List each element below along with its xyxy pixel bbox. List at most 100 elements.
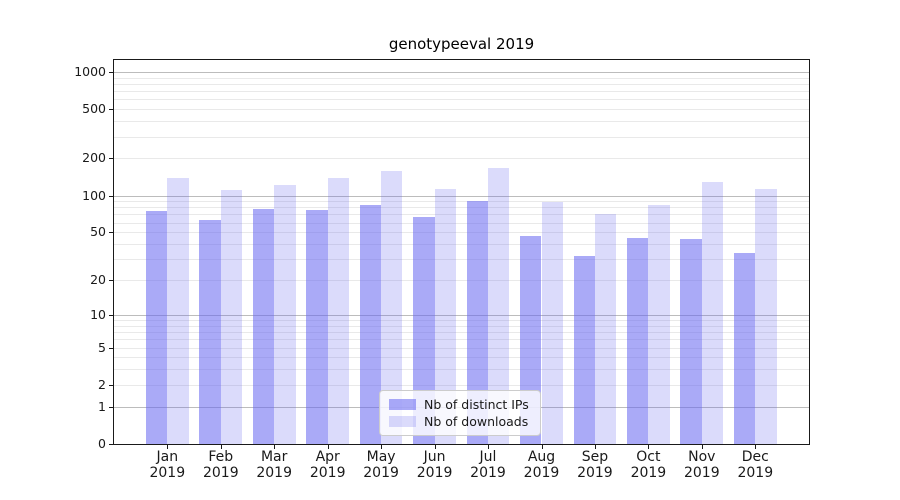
x-tick-month: May <box>366 449 396 465</box>
y-tick-label: 1 <box>98 398 106 414</box>
bar-jun-downloads <box>434 188 456 444</box>
gridline-minor <box>114 332 809 333</box>
x-tick-label: Feb 2019 <box>193 449 249 481</box>
y-tick-mark <box>109 347 113 349</box>
gridline-minor <box>114 347 809 349</box>
x-tick-month: Dec <box>741 449 769 465</box>
x-tick-label: May 2019 <box>353 449 409 481</box>
plot-frame <box>113 59 810 445</box>
y-tick-mark <box>109 232 113 234</box>
gridline-minor <box>114 121 809 123</box>
bar-nov-distinct-ips <box>680 239 702 444</box>
x-tick-label: Sep 2019 <box>567 449 623 481</box>
x-tick-mark <box>488 445 489 449</box>
x-tick-mark <box>381 445 383 449</box>
gridline-minor <box>114 91 809 93</box>
legend-label: Nb of downloads <box>424 414 529 429</box>
x-tick-mark <box>220 445 222 449</box>
x-tick-year: 2019 <box>630 464 667 481</box>
x-tick-month: Feb <box>208 449 234 465</box>
bar-dec-downloads <box>755 188 777 444</box>
gridline-minor <box>114 136 809 138</box>
gridline-minor <box>114 369 809 371</box>
y-tick-label: 1000 <box>74 63 106 79</box>
x-tick-label: Oct 2019 <box>620 449 676 481</box>
x-tick-month: Apr <box>315 449 340 465</box>
x-tick-mark <box>594 445 596 449</box>
x-tick-year: 2019 <box>737 464 774 481</box>
gridline-minor <box>114 320 809 321</box>
x-tick-mark <box>434 445 436 449</box>
x-tick-label: Jan 2019 <box>139 449 195 481</box>
x-tick-mark <box>327 445 329 449</box>
x-tick-year: 2019 <box>363 464 399 481</box>
bar-nov-downloads <box>701 181 724 444</box>
x-tick-year: 2019 <box>683 464 720 481</box>
x-tick-mark <box>167 445 169 449</box>
bar-oct-distinct-ips <box>627 237 649 444</box>
y-tick-label: 20 <box>90 272 106 287</box>
bar-mar-downloads <box>274 184 296 444</box>
gridline-minor <box>114 244 809 245</box>
x-tick-year: 2019 <box>416 464 453 481</box>
legend-item: Nb of downloads <box>389 413 531 430</box>
gridline-major <box>114 314 809 316</box>
x-tick-year: 2019 <box>202 464 239 481</box>
y-tick-label: 0 <box>98 436 106 451</box>
x-tick-mark <box>648 445 650 449</box>
bar-apr-distinct-ips <box>306 210 328 444</box>
plot-area <box>114 60 809 444</box>
x-tick-month: Aug <box>527 449 556 465</box>
y-tick-mark <box>109 444 113 445</box>
gridline-minor <box>114 214 809 216</box>
x-tick-mark <box>274 445 276 449</box>
bar-aug-downloads <box>541 202 563 444</box>
bar-jul-distinct-ips <box>466 201 488 444</box>
gridline-minor <box>114 325 809 327</box>
bar-feb-downloads <box>220 189 243 444</box>
x-tick-year: 2019 <box>523 464 560 481</box>
bar-jun-distinct-ips <box>413 216 435 444</box>
legend-item: Nb of distinct IPs <box>389 396 531 413</box>
x-tick-year: 2019 <box>309 464 346 481</box>
x-tick-mark <box>701 445 703 449</box>
x-tick-month: Jul <box>479 449 497 465</box>
x-tick-year: 2019 <box>470 464 506 481</box>
bar-apr-downloads <box>327 177 350 444</box>
x-tick-label: Aug 2019 <box>514 449 570 481</box>
y-tick-label: 500 <box>82 101 106 117</box>
legend: Nb of distinct IPs Nb of downloads <box>379 390 541 436</box>
y-tick-mark <box>109 158 113 160</box>
y-tick-mark <box>109 71 113 73</box>
x-tick-month: Mar <box>260 449 288 465</box>
y-tick-label: 2 <box>98 376 106 392</box>
x-tick-label: Apr 2019 <box>300 449 356 481</box>
bar-oct-downloads <box>648 204 670 444</box>
gridline-minor <box>114 222 809 224</box>
y-tick-label: 10 <box>90 306 106 322</box>
gridline-minor <box>114 207 809 209</box>
legend-swatch-distinct-ips <box>389 399 416 410</box>
gridline-minor <box>114 259 809 261</box>
x-tick-year: 2019 <box>149 464 186 481</box>
bar-jan-downloads <box>167 177 189 444</box>
bar-sep-distinct-ips <box>573 255 595 444</box>
y-tick-label: 5 <box>98 339 106 355</box>
y-tick-mark <box>109 314 113 316</box>
gridline-minor <box>114 384 809 386</box>
gridline-minor <box>114 232 809 234</box>
x-tick-month: Sep <box>581 449 609 465</box>
bar-sep-downloads <box>594 213 617 444</box>
y-tick-mark <box>109 384 113 386</box>
gridline-minor <box>114 339 809 341</box>
x-tick-month: Jan <box>156 449 179 465</box>
x-tick-month: Nov <box>688 449 716 465</box>
bar-feb-distinct-ips <box>199 220 221 444</box>
gridline-minor <box>114 83 809 85</box>
gridline-minor <box>114 109 809 111</box>
x-tick-mark <box>541 445 543 449</box>
y-tick-label: 50 <box>90 224 106 240</box>
x-tick-label: Dec 2019 <box>727 449 783 481</box>
x-tick-label: Nov 2019 <box>674 449 730 481</box>
